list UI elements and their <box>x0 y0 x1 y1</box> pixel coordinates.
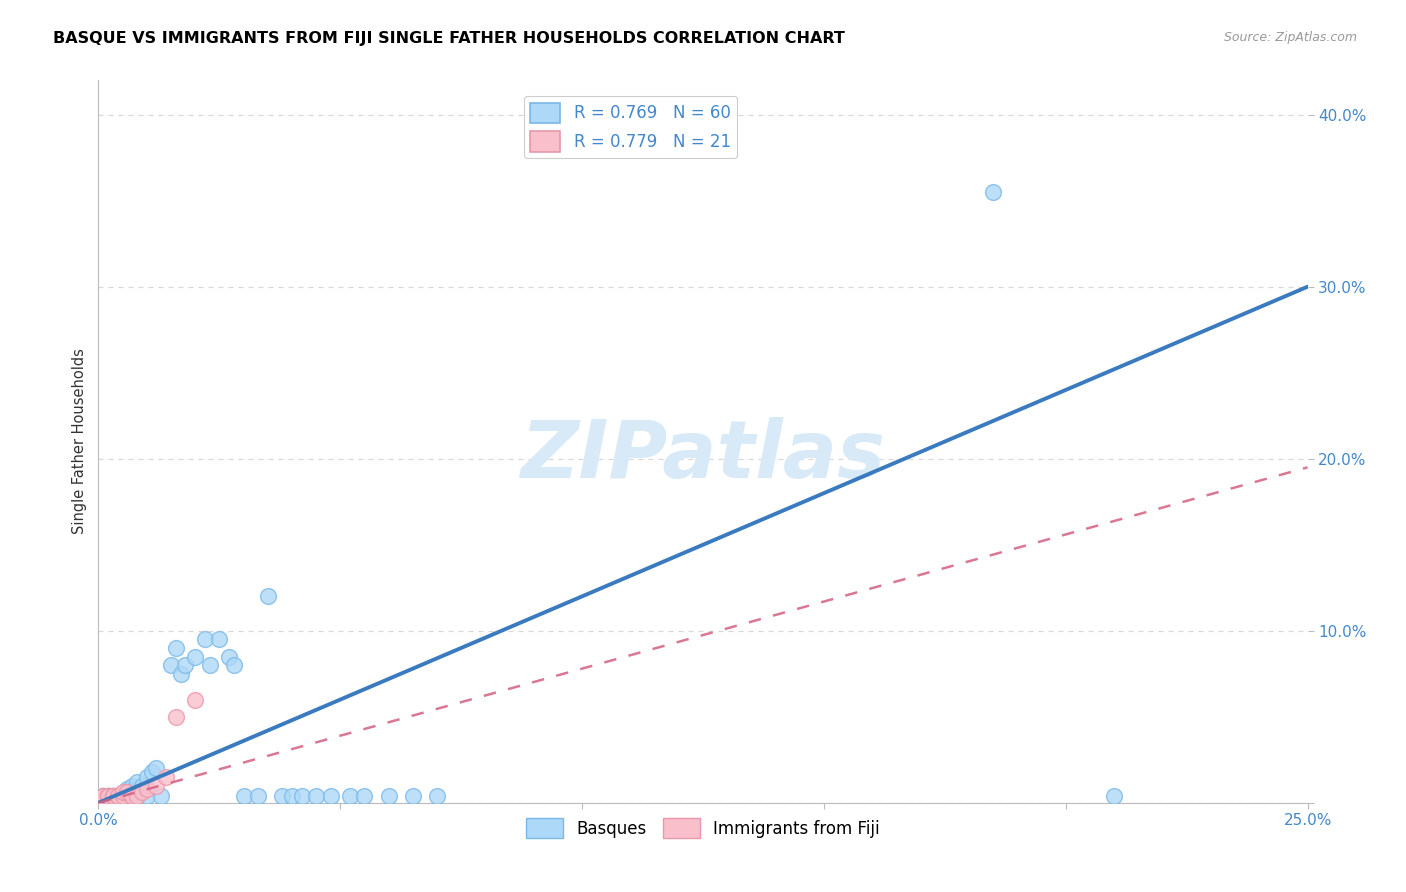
Text: Source: ZipAtlas.com: Source: ZipAtlas.com <box>1223 31 1357 45</box>
Point <box>111 789 134 803</box>
Point <box>271 789 294 803</box>
Point <box>97 789 120 803</box>
Point <box>107 789 129 803</box>
Point <box>117 785 139 799</box>
Point <box>107 789 129 803</box>
Point <box>145 779 167 793</box>
Point <box>111 789 134 803</box>
Point <box>111 789 134 803</box>
Point <box>281 789 304 803</box>
Point <box>198 658 221 673</box>
Point <box>91 789 114 803</box>
Point <box>111 785 134 799</box>
Point <box>377 789 399 803</box>
Point <box>426 789 449 803</box>
Point <box>101 789 124 803</box>
Point <box>101 789 124 803</box>
Point <box>232 789 254 803</box>
Point <box>117 789 139 803</box>
Point <box>111 789 134 803</box>
Point <box>256 590 278 604</box>
Point <box>91 789 114 803</box>
Point <box>101 789 124 803</box>
Point <box>319 789 342 803</box>
Point <box>135 770 157 784</box>
Y-axis label: Single Father Households: Single Father Households <box>72 349 87 534</box>
Point <box>101 789 124 803</box>
Point <box>111 789 134 803</box>
Point <box>97 789 120 803</box>
Point <box>101 789 124 803</box>
Point <box>97 789 120 803</box>
Point <box>121 785 143 799</box>
Point <box>165 710 187 724</box>
Point <box>97 789 120 803</box>
Point <box>305 789 328 803</box>
Point <box>117 782 139 797</box>
Point <box>107 789 129 803</box>
Point <box>981 185 1004 199</box>
Point <box>127 775 149 789</box>
Point <box>145 761 167 775</box>
Legend: Basques, Immigrants from Fiji: Basques, Immigrants from Fiji <box>520 812 886 845</box>
Point <box>194 632 217 647</box>
Point <box>117 789 139 803</box>
Point <box>107 789 129 803</box>
Point <box>131 779 153 793</box>
Point <box>135 789 157 803</box>
Point <box>402 789 425 803</box>
Point <box>208 632 231 647</box>
Point <box>101 789 124 803</box>
Text: ZIPatlas: ZIPatlas <box>520 417 886 495</box>
Point <box>91 789 114 803</box>
Point <box>184 649 207 664</box>
Point <box>91 789 114 803</box>
Point <box>97 789 120 803</box>
Point <box>135 782 157 797</box>
Point <box>174 658 197 673</box>
Point <box>1102 789 1125 803</box>
Point <box>107 789 129 803</box>
Point <box>101 789 124 803</box>
Point <box>339 789 361 803</box>
Point <box>141 764 163 779</box>
Point <box>127 782 149 797</box>
Point <box>91 789 114 803</box>
Point <box>184 692 207 706</box>
Point <box>101 789 124 803</box>
Point <box>97 789 120 803</box>
Point <box>353 789 375 803</box>
Point <box>121 789 143 803</box>
Point <box>169 666 191 681</box>
Point <box>155 770 177 784</box>
Point <box>121 779 143 793</box>
Point <box>107 789 129 803</box>
Point <box>91 789 114 803</box>
Point <box>97 789 120 803</box>
Point <box>247 789 270 803</box>
Point <box>127 789 149 803</box>
Text: BASQUE VS IMMIGRANTS FROM FIJI SINGLE FATHER HOUSEHOLDS CORRELATION CHART: BASQUE VS IMMIGRANTS FROM FIJI SINGLE FA… <box>53 31 845 46</box>
Point <box>222 658 245 673</box>
Point <box>131 785 153 799</box>
Point <box>290 789 312 803</box>
Point <box>160 658 183 673</box>
Point <box>150 789 173 803</box>
Point <box>218 649 240 664</box>
Point <box>97 789 120 803</box>
Point <box>165 640 187 655</box>
